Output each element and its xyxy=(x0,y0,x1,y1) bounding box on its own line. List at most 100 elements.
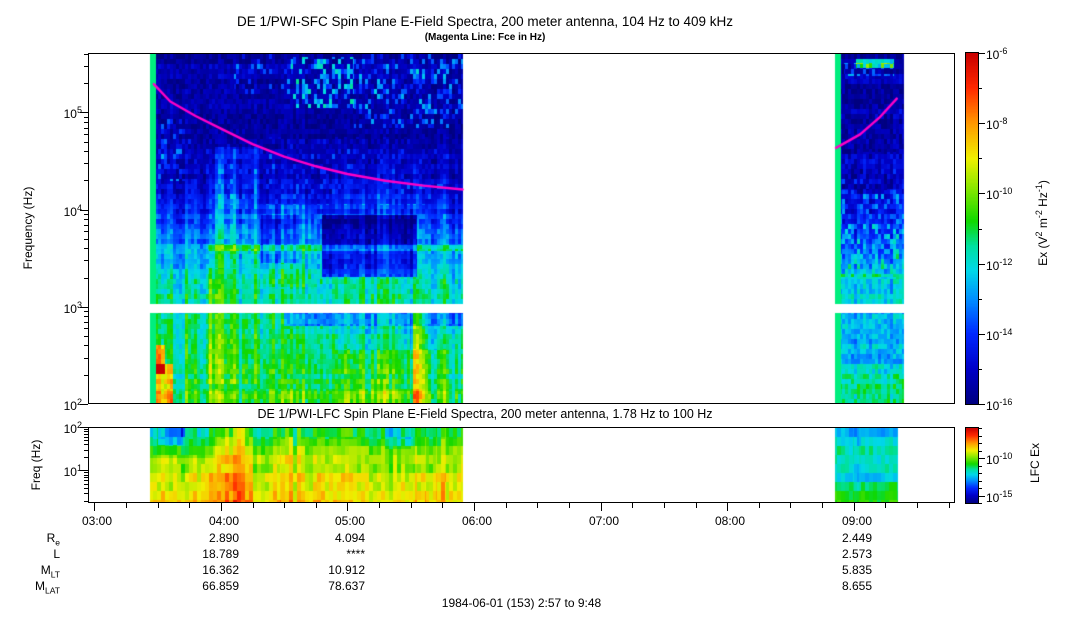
lfc-colorbar xyxy=(965,427,979,504)
x-axis-major-tick xyxy=(854,503,855,511)
x-axis-minor-tick xyxy=(632,503,633,508)
x-axis-minor-tick xyxy=(885,503,886,508)
lfc-colorbar-canvas xyxy=(966,428,978,503)
y-axis-minor-tick xyxy=(84,345,88,346)
colorbar-major-tick xyxy=(979,193,985,194)
x-axis-major-tick xyxy=(347,503,348,511)
y-axis-minor-tick xyxy=(84,472,88,473)
x-axis-hour-label: 07:00 xyxy=(588,514,619,528)
y-axis-minor-tick xyxy=(84,328,88,329)
colorbar-tick-label: 10-10 xyxy=(986,451,1013,467)
y-axis-minor-tick xyxy=(84,117,88,118)
colorbar-tick-label: 10-10 xyxy=(986,186,1013,202)
sfc-spectrogram-panel xyxy=(88,53,955,404)
y-axis-minor-tick xyxy=(84,54,88,55)
colorbar-major-tick xyxy=(979,496,985,497)
x-axis-major-tick xyxy=(474,503,475,511)
ephemeris-value: 5.835 xyxy=(841,563,872,577)
y-axis-minor-tick xyxy=(84,83,88,84)
y-axis-minor-tick xyxy=(84,440,88,441)
x-axis-minor-tick xyxy=(949,503,950,508)
colorbar-minor-tick xyxy=(979,436,982,437)
y-axis-minor-tick xyxy=(84,477,88,478)
ephemeris-value: 2.573 xyxy=(841,547,872,561)
y-axis-minor-tick xyxy=(84,493,88,494)
y-axis-minor-tick xyxy=(84,450,88,451)
x-axis-hour-label: 06:00 xyxy=(461,514,492,528)
y-axis-tick-label: 101 xyxy=(63,463,82,479)
y-axis-minor-tick xyxy=(84,134,88,135)
x-axis-hour-label: 08:00 xyxy=(714,514,745,528)
y-axis-minor-tick xyxy=(84,163,88,164)
ephemeris-row-label: MLT xyxy=(40,563,60,580)
y-axis-minor-tick xyxy=(84,434,88,435)
y-axis-minor-tick xyxy=(84,225,88,226)
y-axis-minor-tick xyxy=(84,475,88,476)
x-axis-major-tick xyxy=(221,503,222,511)
colorbar-minor-tick xyxy=(979,466,982,467)
ephemeris-value: 8.655 xyxy=(841,579,872,593)
x-axis-minor-tick xyxy=(759,503,760,508)
y-axis-tick-label: 102 xyxy=(63,420,82,436)
y-axis-tick-label: 105 xyxy=(63,105,82,121)
figure-subtitle: (Magenta Line: Fce in Hz) xyxy=(424,32,546,43)
x-axis-major-tick xyxy=(94,503,95,511)
ephemeris-value: 2.890 xyxy=(208,531,239,545)
x-axis-hour-label: 09:00 xyxy=(841,514,872,528)
colorbar-minor-tick xyxy=(979,428,982,429)
colorbar-minor-tick xyxy=(979,369,982,370)
x-axis-minor-tick xyxy=(537,503,538,508)
y-axis-minor-tick xyxy=(84,128,88,129)
ephemeris-value: 16.362 xyxy=(202,563,239,577)
y-axis-minor-tick xyxy=(84,444,88,445)
ephemeris-value: 78.637 xyxy=(328,579,365,593)
ephemeris-row-label: Re xyxy=(46,531,60,548)
lfc-spectrogram-panel xyxy=(88,427,955,503)
y-axis-minor-tick xyxy=(84,375,88,376)
x-axis-minor-tick xyxy=(790,503,791,508)
y-axis-minor-tick xyxy=(84,239,88,240)
y-axis-minor-tick xyxy=(84,429,88,430)
time-coverage-footer: 1984-06-01 (153) 2:57 to 9:48 xyxy=(441,596,602,610)
x-axis-hour-label: 03:00 xyxy=(81,514,112,528)
colorbar-major-tick xyxy=(979,404,985,405)
x-axis-major-tick xyxy=(601,503,602,511)
colorbar-minor-tick xyxy=(979,158,982,159)
y-axis-minor-tick xyxy=(84,480,88,481)
sfc-colorbar xyxy=(965,52,979,405)
colorbar-tick-label: 10-8 xyxy=(986,116,1008,132)
ephemeris-column-05:00: 4.094 **** 10.912 78.637 xyxy=(295,530,365,594)
lfc-heatmap-canvas xyxy=(89,428,954,502)
colorbar-minor-tick xyxy=(979,481,982,482)
y-axis-minor-tick xyxy=(84,231,88,232)
y-axis-tick-label: 103 xyxy=(63,300,82,316)
y-axis-minor-tick xyxy=(84,122,88,123)
y-axis-major-tick xyxy=(80,470,88,471)
x-axis-minor-tick xyxy=(822,503,823,508)
ephemeris-value: 18.789 xyxy=(202,547,239,561)
y-axis-minor-tick xyxy=(84,180,88,181)
ephemeris-value: **** xyxy=(346,547,365,561)
ephemeris-value: 2.449 xyxy=(841,531,872,545)
x-axis-hour-label: 05:00 xyxy=(334,514,365,528)
x-axis-hour-label: 04:00 xyxy=(208,514,239,528)
colorbar-major-tick xyxy=(979,53,985,54)
colorbar-minor-tick xyxy=(979,451,982,452)
x-axis-minor-tick xyxy=(696,503,697,508)
y-axis-minor-tick xyxy=(84,488,88,489)
y-axis-major-tick xyxy=(80,404,88,405)
x-axis-minor-tick xyxy=(379,503,380,508)
y-axis-minor-tick xyxy=(84,278,88,279)
colorbar-minor-tick xyxy=(979,488,982,489)
y-axis-minor-tick xyxy=(84,151,88,152)
colorbar-minor-tick xyxy=(979,503,982,504)
y-axis-tick-label: 102 xyxy=(63,397,82,413)
y-axis-minor-tick xyxy=(84,501,88,502)
y-axis-major-tick xyxy=(80,210,88,211)
y-axis-minor-tick xyxy=(84,142,88,143)
lfc-panel-title: DE 1/PWI-LFC Spin Plane E-Field Spectra,… xyxy=(257,407,713,421)
ephemeris-row-label: MLAT xyxy=(35,579,60,596)
colorbar-tick-label: 10-14 xyxy=(986,327,1013,343)
y-axis-minor-tick xyxy=(84,431,88,432)
lfc-y-axis-label: Freq (Hz) xyxy=(29,439,43,491)
